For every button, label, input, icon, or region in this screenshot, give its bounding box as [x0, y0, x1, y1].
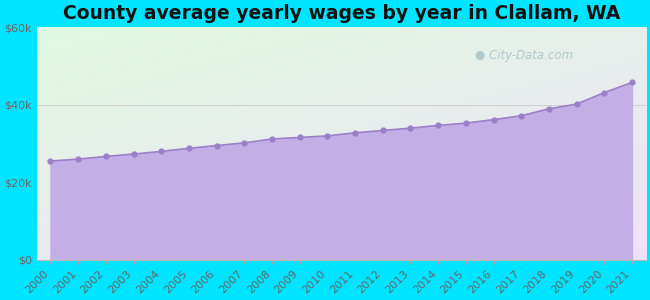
Text: ● City-Data.com: ● City-Data.com	[475, 49, 573, 62]
Title: County average yearly wages by year in Clallam, WA: County average yearly wages by year in C…	[62, 4, 620, 23]
